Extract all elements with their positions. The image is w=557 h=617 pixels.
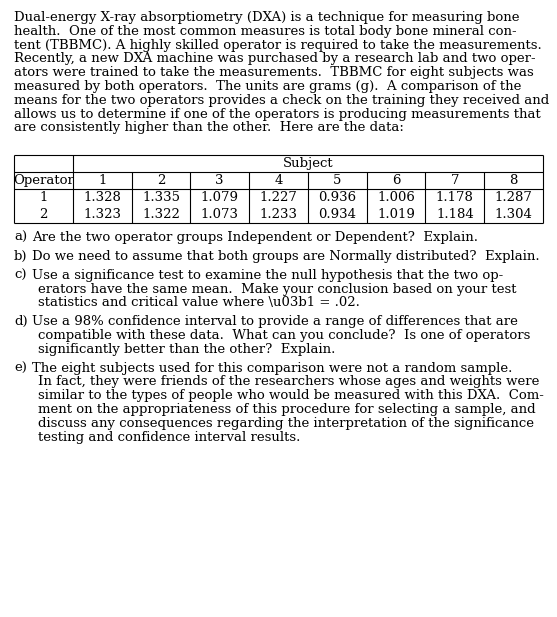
Text: d): d) xyxy=(14,315,28,328)
Text: Dual-energy X-ray absorptiometry (DXA) is a technique for measuring bone: Dual-energy X-ray absorptiometry (DXA) i… xyxy=(14,11,520,24)
Text: compatible with these data.  What can you conclude?  Is one of operators: compatible with these data. What can you… xyxy=(38,329,530,342)
Text: Are the two operator groups Independent or Dependent?  Explain.: Are the two operator groups Independent … xyxy=(32,231,478,244)
Text: 8: 8 xyxy=(510,175,518,188)
Text: 1.184: 1.184 xyxy=(436,209,473,222)
Text: 1.335: 1.335 xyxy=(142,191,180,204)
Text: Recently, a new DXA machine was purchased by a research lab and two oper-: Recently, a new DXA machine was purchase… xyxy=(14,52,536,65)
Text: means for the two operators provides a check on the training they received and: means for the two operators provides a c… xyxy=(14,94,549,107)
Text: 0.936: 0.936 xyxy=(318,191,356,204)
Text: 1.079: 1.079 xyxy=(201,191,239,204)
Text: 3: 3 xyxy=(216,175,224,188)
Text: health.  One of the most common measures is total body bone mineral con-: health. One of the most common measures … xyxy=(14,25,517,38)
Text: similar to the types of people who would be measured with this DXA.  Com-: similar to the types of people who would… xyxy=(38,389,544,402)
Text: In fact, they were friends of the researchers whose ages and weights were: In fact, they were friends of the resear… xyxy=(38,375,539,388)
Text: statistics and critical value where \u03b1 = .02.: statistics and critical value where \u03… xyxy=(38,296,360,309)
Text: 5: 5 xyxy=(333,175,341,188)
Text: 1.227: 1.227 xyxy=(260,191,297,204)
Text: 1: 1 xyxy=(39,191,47,204)
Text: 1.233: 1.233 xyxy=(260,209,297,222)
Text: a): a) xyxy=(14,231,27,244)
Text: 1.006: 1.006 xyxy=(377,191,415,204)
Text: 0.934: 0.934 xyxy=(318,209,356,222)
Text: Use a 98% confidence interval to provide a range of differences that are: Use a 98% confidence interval to provide… xyxy=(32,315,518,328)
Text: Do we need to assume that both groups are Normally distributed?  Explain.: Do we need to assume that both groups ar… xyxy=(32,250,540,263)
Text: Use a significance test to examine the null hypothesis that the two op-: Use a significance test to examine the n… xyxy=(32,269,504,282)
Text: erators have the same mean.  Make your conclusion based on your test: erators have the same mean. Make your co… xyxy=(38,283,516,296)
Text: Operator: Operator xyxy=(13,175,74,188)
Text: e): e) xyxy=(14,362,27,375)
Text: 7: 7 xyxy=(451,175,459,188)
Text: Subject: Subject xyxy=(282,157,333,170)
Text: c): c) xyxy=(14,269,27,282)
Text: 2: 2 xyxy=(39,209,47,222)
Text: 1.328: 1.328 xyxy=(83,191,121,204)
Text: significantly better than the other?  Explain.: significantly better than the other? Exp… xyxy=(38,343,335,356)
Text: 4: 4 xyxy=(275,175,283,188)
Text: 1: 1 xyxy=(98,175,106,188)
Text: discuss any consequences regarding the interpretation of the significance: discuss any consequences regarding the i… xyxy=(38,417,534,430)
Text: measured by both operators.  The units are grams (g).  A comparison of the: measured by both operators. The units ar… xyxy=(14,80,521,93)
Text: 1.304: 1.304 xyxy=(495,209,532,222)
Text: 1.323: 1.323 xyxy=(83,209,121,222)
Text: are consistently higher than the other.  Here are the data:: are consistently higher than the other. … xyxy=(14,122,404,135)
Text: 1.073: 1.073 xyxy=(201,209,239,222)
Text: ment on the appropriateness of this procedure for selecting a sample, and: ment on the appropriateness of this proc… xyxy=(38,403,536,416)
Text: The eight subjects used for this comparison were not a random sample.: The eight subjects used for this compari… xyxy=(32,362,512,375)
Text: 1.287: 1.287 xyxy=(495,191,532,204)
Text: 6: 6 xyxy=(392,175,400,188)
Text: 1.019: 1.019 xyxy=(377,209,415,222)
Text: 1.178: 1.178 xyxy=(436,191,474,204)
Text: testing and confidence interval results.: testing and confidence interval results. xyxy=(38,431,300,444)
Text: allows us to determine if one of the operators is producing measurements that: allows us to determine if one of the ope… xyxy=(14,107,541,120)
Text: ators were trained to take the measurements.  TBBMC for eight subjects was: ators were trained to take the measureme… xyxy=(14,66,534,79)
Text: 2: 2 xyxy=(157,175,165,188)
Text: tent (TBBMC). A highly skilled operator is required to take the measurements.: tent (TBBMC). A highly skilled operator … xyxy=(14,39,542,52)
Text: 1.322: 1.322 xyxy=(142,209,180,222)
Text: b): b) xyxy=(14,250,27,263)
